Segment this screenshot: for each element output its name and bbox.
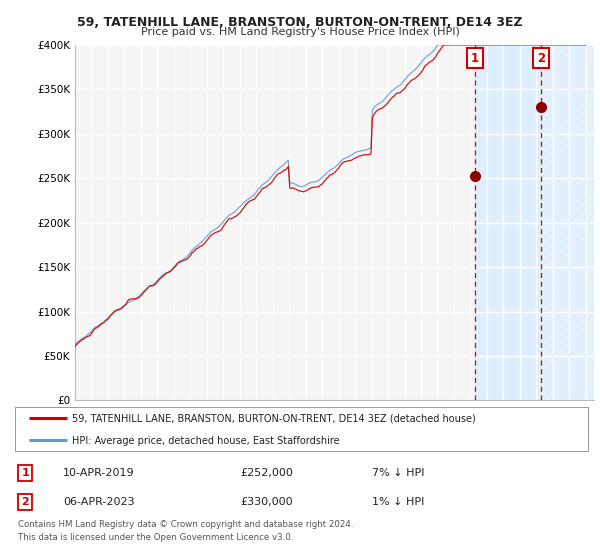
Bar [541,45,594,400]
Text: 59, TATENHILL LANE, BRANSTON, BURTON-ON-TRENT, DE14 3EZ (detached house): 59, TATENHILL LANE, BRANSTON, BURTON-ON-… [73,414,476,424]
Text: 2: 2 [537,52,545,64]
Text: £252,000: £252,000 [240,468,293,478]
Text: Price paid vs. HM Land Registry's House Price Index (HPI): Price paid vs. HM Land Registry's House … [140,27,460,37]
Text: Contains HM Land Registry data © Crown copyright and database right 2024.
This d: Contains HM Land Registry data © Crown c… [18,520,353,542]
Text: 2: 2 [22,497,29,507]
Text: 59, TATENHILL LANE, BRANSTON, BURTON-ON-TRENT, DE14 3EZ: 59, TATENHILL LANE, BRANSTON, BURTON-ON-… [77,16,523,29]
Text: 7% ↓ HPI: 7% ↓ HPI [372,468,425,478]
Text: 10-APR-2019: 10-APR-2019 [63,468,134,478]
Bar [475,45,541,400]
Text: 1% ↓ HPI: 1% ↓ HPI [372,497,424,507]
Text: 06-APR-2023: 06-APR-2023 [63,497,134,507]
Text: 1: 1 [471,52,479,64]
Text: HPI: Average price, detached house, East Staffordshire: HPI: Average price, detached house, East… [73,436,340,446]
Text: £330,000: £330,000 [240,497,293,507]
Text: 1: 1 [22,468,29,478]
